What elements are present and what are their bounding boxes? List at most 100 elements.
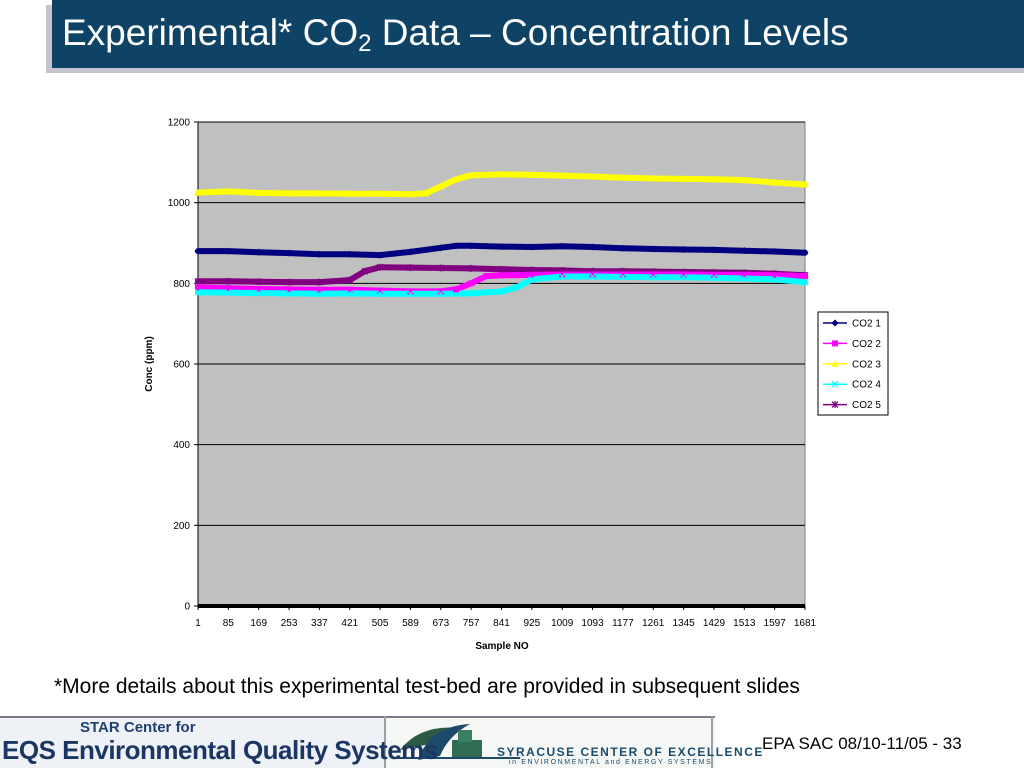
data-point — [195, 284, 201, 291]
data-point — [528, 243, 536, 251]
legend-label-1: CO2 1 — [852, 319, 881, 330]
data-point — [680, 271, 687, 278]
data-point — [315, 250, 323, 258]
data-point — [285, 289, 293, 297]
legend-marker-4 — [831, 380, 839, 388]
data-point — [285, 278, 293, 286]
x-tick-label: 841 — [493, 618, 510, 629]
partner-logos — [0, 716, 715, 768]
data-point — [407, 288, 414, 295]
page-title: Experimental* CO2 Data – Concentration L… — [62, 12, 849, 57]
data-point — [498, 272, 505, 279]
data-point — [801, 249, 809, 257]
data-point — [361, 267, 369, 275]
data-point — [376, 290, 384, 298]
data-point — [437, 244, 445, 252]
data-point — [467, 242, 475, 250]
data-point — [649, 273, 657, 281]
data-point — [771, 179, 779, 186]
data-point — [558, 172, 566, 179]
x-tick-label: 1 — [195, 618, 201, 629]
data-point — [224, 247, 232, 255]
y-tick-label: 800 — [173, 279, 190, 290]
legend-label-2: CO2 2 — [852, 339, 881, 350]
data-point — [194, 247, 202, 255]
data-point — [224, 187, 232, 195]
y-axis-label: Conc (ppm) — [144, 336, 155, 392]
data-point — [619, 273, 627, 281]
data-point — [710, 274, 718, 282]
data-point — [498, 265, 505, 273]
legend-marker-5 — [831, 401, 839, 409]
data-point — [376, 251, 384, 259]
data-point — [650, 271, 657, 278]
data-point — [255, 289, 263, 297]
data-point — [619, 174, 627, 181]
x-axis-label: Sample NO — [475, 641, 529, 652]
data-point — [528, 275, 536, 283]
x-tick-label: 1009 — [551, 618, 574, 629]
data-point — [194, 288, 202, 296]
data-point — [589, 271, 596, 278]
data-point — [468, 280, 475, 287]
data-point — [771, 272, 778, 279]
syracuse-logo-line1: SYRACUSE CENTER OF EXCELLENCE — [497, 745, 764, 759]
y-tick-label: 0 — [184, 602, 190, 613]
data-point — [194, 189, 202, 196]
x-tick-label: 505 — [372, 618, 389, 629]
data-point — [346, 289, 354, 297]
data-point — [467, 171, 475, 179]
x-tick-label: 1597 — [764, 618, 787, 629]
data-point — [315, 189, 323, 197]
legend-label-4: CO2 4 — [852, 380, 881, 391]
data-point — [346, 276, 354, 284]
data-point — [255, 278, 263, 286]
data-point — [559, 271, 566, 278]
data-point — [224, 289, 232, 297]
data-point — [406, 190, 414, 198]
eqs-logo-background — [0, 716, 385, 768]
x-tick-label: 757 — [463, 618, 480, 629]
x-tick-label: 1513 — [733, 618, 756, 629]
star-center-label: STAR Center for — [80, 719, 196, 736]
x-tick-label: 673 — [432, 618, 449, 629]
data-point — [680, 175, 688, 182]
x-tick-label: 85 — [223, 618, 235, 629]
x-tick-label: 1177 — [612, 618, 634, 629]
data-point — [680, 273, 688, 281]
data-point — [255, 285, 262, 292]
data-point — [286, 286, 293, 293]
data-point — [376, 190, 384, 197]
data-point — [315, 290, 323, 298]
data-point — [467, 289, 475, 297]
syracuse-logo-line2: in ENVIRONMENTAL and ENERGY SYSTEMS — [509, 759, 713, 766]
x-tick-label: 1429 — [703, 618, 726, 629]
x-tick-label: 421 — [341, 618, 358, 629]
data-point — [801, 278, 809, 286]
footnote: *More details about this experimental te… — [54, 675, 800, 698]
title-bar — [52, 0, 1024, 68]
x-tick-label: 1093 — [581, 618, 604, 629]
data-point — [498, 287, 505, 295]
data-point — [771, 247, 779, 255]
data-point — [619, 244, 627, 252]
data-point — [801, 181, 809, 188]
x-tick-label: 253 — [281, 618, 298, 629]
data-point — [680, 245, 688, 253]
syracuse-building-icon — [396, 724, 520, 760]
data-point — [740, 247, 748, 255]
data-point — [376, 263, 384, 271]
data-point — [255, 189, 263, 196]
data-point — [437, 290, 445, 298]
data-point — [528, 171, 536, 178]
data-point — [558, 273, 566, 280]
data-point — [467, 264, 475, 272]
data-point — [513, 283, 521, 291]
y-tick-label: 1000 — [168, 198, 191, 209]
data-point — [406, 290, 414, 298]
data-point — [225, 285, 232, 292]
data-point — [771, 275, 779, 283]
co2-concentration-chart: 0 200 400 600 800 1000 1200 1 85 169 253 337 421 505 5… — [144, 118, 889, 652]
data-point — [346, 190, 354, 197]
data-point — [483, 273, 490, 280]
